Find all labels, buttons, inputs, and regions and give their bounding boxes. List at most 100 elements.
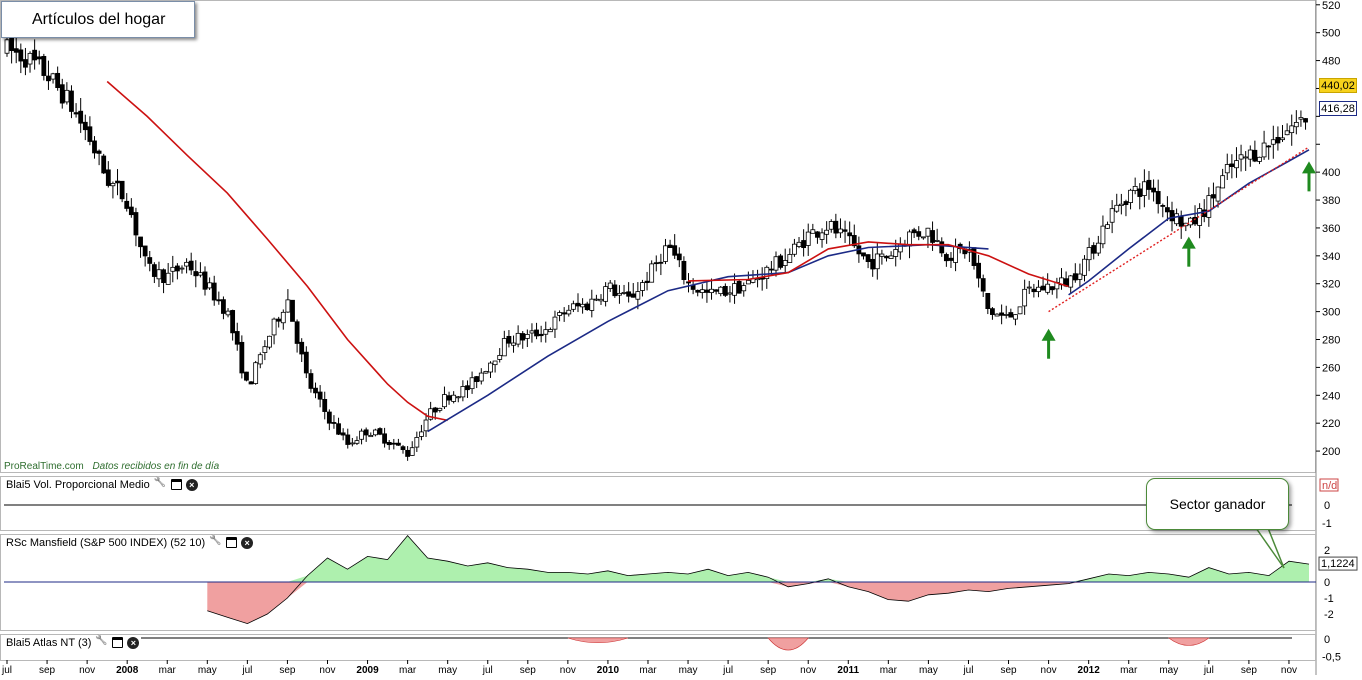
x-tick-label: may bbox=[198, 665, 217, 675]
candle-body bbox=[239, 341, 245, 374]
candle-body bbox=[1247, 149, 1253, 160]
atlas-panel-label: Blai5 Atlas NT (3) bbox=[6, 636, 92, 649]
wrench-icon[interactable] bbox=[209, 536, 222, 549]
candle-body bbox=[1077, 273, 1083, 280]
candle-body bbox=[999, 312, 1005, 316]
candle-body bbox=[745, 280, 751, 285]
source-note: Datos recibidos en fin de día bbox=[92, 461, 220, 472]
candle-body bbox=[1123, 201, 1129, 206]
candle-body bbox=[547, 329, 553, 333]
candle-body bbox=[253, 362, 259, 384]
candle-body bbox=[133, 212, 139, 236]
candle-body bbox=[953, 246, 958, 263]
window-icon[interactable] bbox=[226, 537, 238, 548]
candle-body bbox=[161, 269, 166, 284]
x-tick-label: nov bbox=[1281, 665, 1297, 675]
candle-body bbox=[1151, 187, 1156, 193]
window-icon[interactable] bbox=[112, 637, 124, 648]
y-tick-label: 200 bbox=[1322, 446, 1340, 458]
y-tick-label: 340 bbox=[1322, 251, 1340, 263]
candle-body bbox=[483, 371, 489, 374]
candle-body bbox=[828, 221, 834, 230]
candle-body bbox=[699, 289, 705, 293]
candle-body bbox=[147, 257, 153, 264]
candle-body bbox=[672, 245, 678, 256]
x-tick-label: may bbox=[919, 665, 938, 675]
candle-body bbox=[46, 75, 51, 82]
candle-body bbox=[704, 289, 710, 293]
candle-body bbox=[607, 282, 613, 289]
candle-body bbox=[221, 299, 226, 314]
candle-body bbox=[1128, 189, 1133, 203]
candle-body bbox=[561, 312, 567, 315]
rs-panel-label: RSc Mansfield (S&P 500 INDEX) (52 10) bbox=[6, 536, 206, 549]
candle-body bbox=[792, 243, 797, 255]
candle-body bbox=[207, 282, 213, 289]
candle-body bbox=[216, 299, 222, 302]
candle-body bbox=[13, 48, 19, 53]
candle-body bbox=[566, 309, 572, 315]
wrench-icon[interactable] bbox=[95, 636, 108, 649]
candle-body bbox=[115, 180, 120, 184]
candle-body bbox=[524, 334, 530, 339]
candle-body bbox=[1293, 122, 1299, 128]
candle-body bbox=[110, 183, 116, 187]
close-icon[interactable]: × bbox=[127, 636, 140, 649]
source-brand[interactable]: ProRealTime.com bbox=[4, 461, 84, 472]
window-icon[interactable] bbox=[170, 479, 182, 490]
candle-body bbox=[649, 263, 655, 283]
atlas-dip bbox=[767, 637, 809, 651]
candle-body bbox=[1270, 139, 1276, 145]
candle-body bbox=[676, 253, 682, 261]
candle-body bbox=[1206, 195, 1212, 218]
candle-body bbox=[681, 260, 687, 280]
candle-body bbox=[879, 253, 885, 257]
x-tick-label: jul bbox=[1203, 665, 1214, 675]
rs-axis-label: 2 bbox=[1324, 545, 1330, 557]
candle-body bbox=[271, 318, 277, 336]
close-icon[interactable]: × bbox=[185, 478, 198, 491]
candle-body bbox=[294, 321, 300, 344]
x-tick-label: nov bbox=[319, 665, 335, 675]
candle-body bbox=[1192, 216, 1198, 225]
candle-body bbox=[1008, 312, 1014, 318]
y-tick-label: 400 bbox=[1322, 167, 1340, 179]
atlas-panel-frame bbox=[0, 634, 1316, 661]
candle-body bbox=[570, 303, 576, 310]
candle-body bbox=[469, 377, 475, 390]
x-tick-label: 2011 bbox=[837, 665, 859, 675]
last-price-tag: 440,02 bbox=[1319, 78, 1357, 93]
rs-axis-label: -2 bbox=[1324, 609, 1334, 621]
candle-body bbox=[920, 236, 926, 239]
chart-title: Artículos del hogar bbox=[1, 1, 195, 38]
atlas-dip bbox=[1167, 637, 1210, 646]
candle-body bbox=[736, 280, 742, 294]
x-tick-label: may bbox=[438, 665, 457, 675]
y-tick-label: 300 bbox=[1322, 307, 1340, 319]
candle-body bbox=[303, 351, 309, 374]
candle-body bbox=[916, 231, 922, 237]
close-icon[interactable]: × bbox=[241, 536, 254, 549]
atlas-dip bbox=[567, 637, 629, 644]
y-tick-label: 380 bbox=[1322, 195, 1340, 207]
candle-body bbox=[971, 247, 977, 266]
candle-body bbox=[1040, 285, 1046, 291]
candle-body bbox=[359, 430, 364, 440]
moving-average-line bbox=[687, 241, 1069, 288]
candle-body bbox=[317, 391, 323, 400]
candle-body bbox=[722, 286, 728, 296]
candle-body bbox=[1109, 208, 1115, 223]
candle-body bbox=[423, 419, 429, 432]
candle-body bbox=[36, 56, 42, 60]
y-tick-label: 320 bbox=[1322, 279, 1340, 291]
candle-body bbox=[262, 346, 268, 353]
candle-body bbox=[446, 395, 452, 401]
candle-body bbox=[1118, 203, 1124, 206]
x-tick-label: 2010 bbox=[597, 665, 620, 675]
candle-body bbox=[543, 329, 549, 335]
candle-body bbox=[267, 335, 272, 348]
candle-body bbox=[520, 333, 526, 341]
wrench-icon[interactable] bbox=[154, 478, 167, 491]
candle-body bbox=[124, 200, 130, 209]
candle-body bbox=[815, 231, 820, 238]
